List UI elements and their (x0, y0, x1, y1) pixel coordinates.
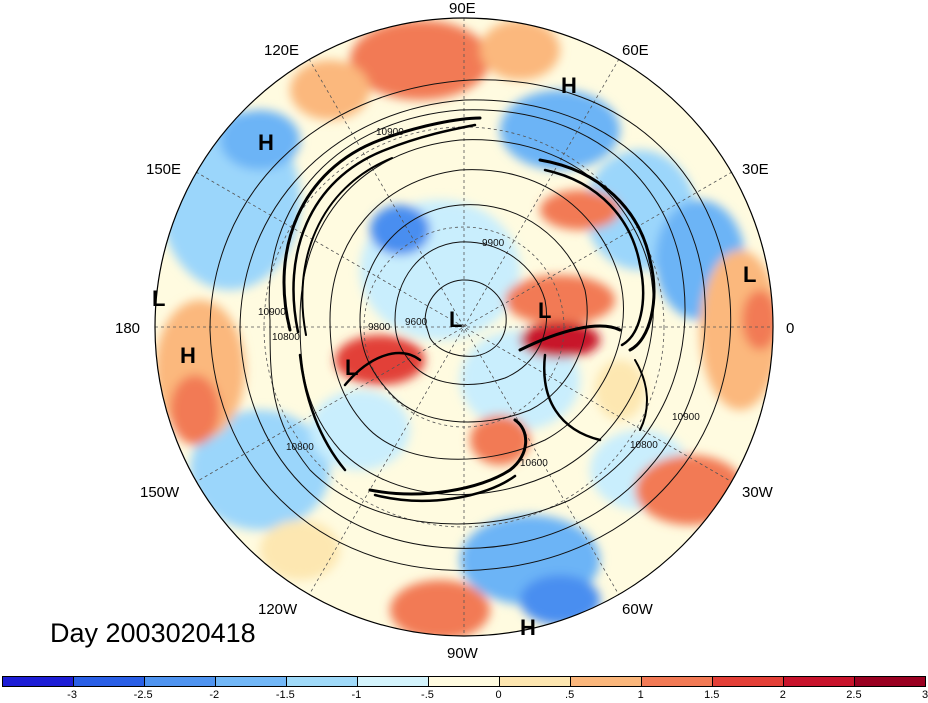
warm-patch (742, 290, 773, 350)
warm-patch (170, 375, 220, 445)
colorbar-tick-label: -.5 (421, 689, 434, 701)
longitude-label: 180 (115, 320, 140, 337)
cool-patch (520, 575, 600, 625)
colorbar-swatch (287, 677, 358, 686)
longitude-label: 120E (264, 42, 299, 59)
colorbar-swatch (216, 677, 287, 686)
contour-label: 10800 (630, 440, 658, 451)
longitude-labels: 90E 60E 30E 0 30W 60W 90W 120W 150W 180 … (115, 0, 794, 662)
cool-patch (220, 110, 300, 170)
low-pressure-label: L (152, 286, 165, 311)
longitude-label: 60E (622, 42, 649, 59)
contour-label: 9900 (482, 238, 505, 249)
contour-label: 10800 (286, 442, 314, 453)
height-contours (209, 79, 732, 571)
colorbar-ticks: -3 -2.5 -2 -1.5 -1 -.5 0 .5 1 1.5 2 2.5 3 (0, 689, 928, 703)
warm-patch (595, 360, 645, 420)
contour-label: 10800 (272, 332, 300, 343)
low-pressure-label: L (538, 298, 551, 323)
colorbar-tick-label: .5 (565, 689, 575, 701)
contour-label: 10900 (258, 307, 286, 318)
pressure-centers: H H H H L L L L L (152, 73, 756, 640)
contour-label: 9600 (405, 317, 428, 328)
colorbar-swatch (429, 677, 500, 686)
colorbar-tick-label: -1 (351, 689, 362, 701)
colorbar-tick-label: -2.5 (133, 689, 153, 701)
longitude-label: 90W (447, 645, 479, 662)
colorbar-tick-label: -2 (209, 689, 220, 701)
contour-label: 10600 (520, 458, 548, 469)
colorbar-tick-label: -3 (67, 689, 77, 701)
contour-label: 10900 (376, 127, 404, 138)
longitude-label: 30W (742, 484, 774, 501)
colorbar-tick-label: 1 (637, 689, 644, 701)
colorbar-swatch (145, 677, 216, 686)
colorbar-strip (2, 676, 926, 687)
contour-labels: 10900 9900 9600 9800 10800 10900 10600 1… (258, 127, 700, 469)
longitude-label: 60W (622, 601, 654, 618)
warm-patch (470, 415, 530, 465)
warm-patch (520, 322, 600, 358)
warm-patch (505, 275, 615, 325)
low-pressure-label: L (743, 262, 756, 287)
map-boundary (154, 17, 774, 637)
colorbar-swatch (713, 677, 784, 686)
high-pressure-label: H (180, 343, 196, 368)
colorbar-swatch (784, 677, 855, 686)
warm-patch (480, 20, 560, 80)
high-pressure-label: H (520, 615, 536, 640)
longitude-label: 30E (742, 161, 769, 178)
contour-label: 10900 (672, 412, 700, 423)
colorbar-swatch (642, 677, 713, 686)
high-pressure-label: H (561, 73, 577, 98)
warm-patch (390, 580, 490, 636)
warm-patch (540, 190, 620, 230)
contour-label: 9800 (368, 322, 391, 333)
day-label: Day 2003020418 (50, 618, 256, 648)
colorbar-swatch (74, 677, 145, 686)
warm-patch (290, 60, 370, 120)
longitude-label: 0 (786, 320, 794, 337)
colorbar-tick-label: 2 (779, 689, 786, 701)
colorbar-tick-label: 1.5 (704, 689, 720, 701)
cool-patch (500, 90, 620, 170)
cool-patch (190, 410, 330, 530)
low-pressure-label: L (449, 307, 462, 332)
colorbar-swatch (571, 677, 642, 686)
colorbar: -3 -2.5 -2 -1.5 -1 -.5 0 .5 1 1.5 2 2.5 3 (0, 676, 928, 702)
polar-map: 10900 9900 9600 9800 10800 10900 10600 1… (115, 0, 794, 662)
colorbar-swatch (358, 677, 429, 686)
longitude-label: 150W (140, 484, 180, 501)
colorbar-swatch (500, 677, 571, 686)
cool-patch (310, 390, 410, 470)
longitude-label: 90E (449, 0, 476, 17)
colorbar-swatch (3, 677, 74, 686)
jet-contours (282, 116, 656, 503)
colorbar-tick-label: 2.5 (846, 689, 862, 701)
cool-patch (370, 205, 430, 255)
longitude-label: 120W (258, 601, 298, 618)
warm-patch (350, 20, 490, 100)
colorbar-swatch (855, 677, 925, 686)
colorbar-tick-label: -1.5 (275, 689, 295, 701)
longitude-label: 150E (146, 161, 181, 178)
graticule (155, 18, 773, 636)
colorbar-tick-label: 0 (495, 689, 502, 701)
high-pressure-label: H (258, 130, 274, 155)
colorbar-tick-label: 3 (921, 689, 928, 701)
low-pressure-label: L (345, 355, 358, 380)
warm-patch (260, 520, 340, 580)
